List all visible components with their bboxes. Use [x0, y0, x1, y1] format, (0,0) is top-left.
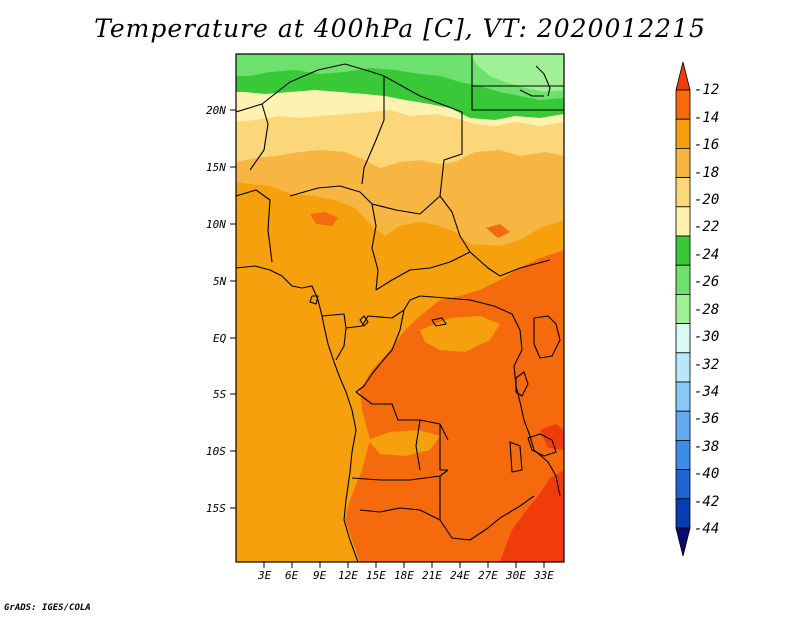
lon-label: 15E — [366, 569, 386, 582]
colorbar-label: -20 — [694, 192, 719, 208]
colorbar-segment — [675, 206, 691, 237]
map-frame — [235, 53, 565, 563]
temp-patch — [368, 430, 440, 456]
lat-label: EQ — [213, 332, 227, 345]
colorbar-label: -42 — [694, 494, 719, 510]
colorbar-label: -34 — [694, 384, 719, 400]
colorbar-label: -30 — [694, 329, 719, 345]
colorbar-segment — [675, 352, 691, 383]
colorbar-segment — [675, 177, 691, 208]
colorbar-label: -28 — [694, 302, 719, 318]
grads-credit: GrADS: IGES/COLA — [4, 603, 91, 613]
temp-patch — [310, 212, 338, 226]
colorbar-segment — [675, 439, 691, 470]
political-boundaries — [236, 54, 564, 562]
lon-label: 6E — [285, 569, 299, 582]
map-panel — [236, 54, 564, 562]
temp-patch — [540, 424, 564, 450]
colorbar-segment — [675, 527, 691, 557]
colorbar-label: -14 — [694, 110, 719, 126]
colorbar-segment — [675, 293, 691, 324]
temp-band-26-28 — [470, 54, 564, 92]
temp-patch — [300, 484, 326, 506]
lat-label: 5S — [213, 388, 227, 401]
colorbar-segment — [675, 89, 691, 120]
colorbar-label: -44 — [694, 521, 719, 537]
lon-label: 12E — [338, 569, 358, 582]
colorbar-segment — [675, 498, 691, 529]
lon-label: 24E — [450, 569, 470, 582]
colorbar-label: -18 — [694, 165, 719, 181]
lon-label: 21E — [422, 569, 442, 582]
lat-label: 10N — [206, 218, 226, 231]
colorbar-label: -32 — [694, 357, 719, 373]
colorbar-label: -24 — [694, 247, 719, 263]
lat-label: 5N — [213, 275, 227, 288]
lat-label: 20N — [206, 104, 226, 117]
colorbar-label: -22 — [694, 219, 719, 235]
lon-label: 30E — [505, 569, 526, 582]
colorbar-label: -26 — [694, 274, 719, 290]
temp-band-14-12 — [345, 250, 564, 562]
temp-patch — [486, 224, 510, 238]
lat-label: 15N — [206, 161, 226, 174]
colorbar-segment — [675, 147, 691, 178]
temp-band-warmest — [500, 470, 564, 562]
longitude-axis: 3E 6E 9E 12E 15E 18E 21E 24E 27E 30E 33E — [257, 562, 554, 582]
lon-label: 18E — [394, 569, 414, 582]
colorbar-label: -36 — [694, 411, 719, 427]
colorbar-label: -40 — [694, 466, 719, 482]
colorbar-segment — [675, 469, 691, 500]
lon-label: 3E — [257, 569, 272, 582]
lon-label: 9E — [313, 569, 327, 582]
latitude-axis: 20N 15N 10N 5N EQ 5S 10S 15S — [206, 104, 236, 515]
chart-title: Temperature at 400hPa [C], VT: 202001221… — [94, 14, 706, 43]
lat-label: 15S — [206, 502, 226, 515]
colorbar-segment — [675, 323, 691, 354]
lon-label: 27E — [478, 569, 498, 582]
colorbar-segment — [675, 61, 691, 91]
colorbar — [675, 61, 691, 557]
colorbar-label: -16 — [694, 137, 719, 153]
colorbar-labels: -12 -14 -16 -18 -20 -22 -24 -26 -28 -30 … — [694, 82, 719, 537]
colorbar-label: -12 — [694, 82, 719, 98]
lat-label: 10S — [206, 445, 226, 458]
colorbar-segment — [675, 410, 691, 441]
colorbar-segment — [675, 118, 691, 149]
colorbar-segment — [675, 235, 691, 266]
colorbar-segment — [675, 381, 691, 412]
colorbar-segment — [675, 264, 691, 295]
colorbar-label: -38 — [694, 439, 719, 455]
lon-label: 33E — [533, 569, 554, 582]
